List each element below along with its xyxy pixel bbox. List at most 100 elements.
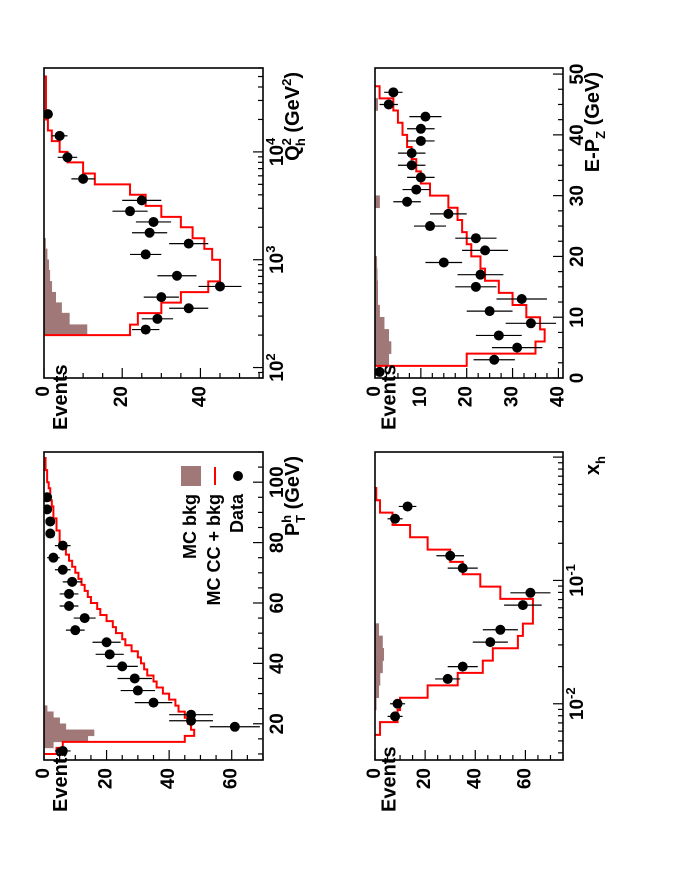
data-marker: [443, 208, 454, 219]
bkg-bar: [375, 256, 378, 269]
data-point: [462, 245, 508, 256]
data-marker: [415, 172, 426, 183]
data-point: [430, 208, 467, 219]
data-series: [44, 109, 242, 335]
x-tick-label: 10: [567, 307, 588, 328]
data-point: [397, 148, 426, 159]
bkg-bar: [375, 98, 379, 111]
x-tick-label: 40: [267, 653, 288, 674]
x-tick-label: 10-2: [563, 687, 588, 720]
data-point: [209, 721, 260, 732]
data-point: [141, 313, 174, 324]
bkg-bar: [44, 705, 48, 712]
data-point: [475, 330, 522, 341]
y-tick-label: 20: [111, 386, 132, 407]
data-marker: [45, 516, 56, 527]
panel-pt: 20 40 60 80 100 0 20 40 60 Events PhT (GeV): [33, 451, 308, 812]
data-marker: [406, 148, 417, 159]
x-tick-label: 103: [263, 246, 288, 274]
bkg-bar: [375, 623, 380, 637]
bkg-histogram: [375, 98, 392, 367]
bkg-bar: [375, 635, 383, 649]
data-point: [398, 501, 417, 512]
data-marker: [402, 196, 413, 207]
data-marker: [489, 354, 500, 365]
y-tick-label: 30: [502, 386, 523, 407]
data-marker: [144, 227, 155, 238]
bkg-bar: [44, 324, 88, 336]
legend-bkg-swatch: [181, 466, 201, 486]
data-point: [436, 550, 464, 561]
data-point: [51, 130, 68, 141]
data-marker: [67, 576, 78, 587]
legend-item-bkg: MC bkg: [180, 466, 201, 559]
bkg-bar: [375, 353, 390, 367]
plot-area: [375, 85, 557, 377]
data-point: [57, 152, 78, 163]
data-point: [455, 281, 497, 292]
legend-label: MC CC + bkg: [204, 494, 224, 606]
data-point: [472, 637, 508, 648]
data-marker: [457, 661, 468, 672]
y-tick-label: 20: [456, 386, 477, 407]
bkg-bar: [44, 291, 56, 303]
x-tick-label: 60: [267, 592, 288, 613]
data-marker: [125, 206, 136, 217]
data-point: [65, 625, 85, 636]
data-point: [169, 238, 209, 249]
legend-data-marker: [233, 471, 243, 481]
data-marker: [78, 173, 89, 184]
data-marker: [480, 245, 491, 256]
data-point: [482, 624, 518, 635]
x-tick-label: 0: [567, 373, 588, 384]
y-axis-title: Events: [378, 364, 400, 430]
x-axis: 102 103 104: [253, 67, 288, 382]
y-axis: 0 20 40 60: [33, 750, 264, 789]
data-point: [387, 711, 403, 722]
data-point: [47, 552, 60, 563]
data-marker: [117, 661, 128, 672]
plot-area: [44, 75, 242, 337]
data-point: [387, 513, 403, 524]
data-marker: [44, 504, 53, 515]
plot-frame: [43, 67, 264, 379]
data-marker: [132, 685, 143, 696]
data-point: [134, 697, 173, 708]
data-marker: [44, 109, 53, 120]
x-tick-label: 40: [567, 124, 588, 145]
data-point: [407, 172, 435, 183]
y-tick-label: 0: [364, 768, 385, 779]
data-marker: [470, 233, 481, 244]
data-marker: [493, 330, 504, 341]
data-marker: [525, 587, 536, 598]
data-marker: [517, 600, 528, 611]
bkg-bar: [44, 723, 67, 731]
data-series: [387, 501, 551, 722]
x-axis-title: xh: [582, 456, 608, 475]
data-point: [447, 563, 478, 574]
y-tick-label: 0: [33, 386, 54, 397]
data-point: [455, 233, 497, 244]
data-marker: [484, 306, 495, 317]
data-marker: [406, 160, 417, 171]
mc-step-line: [375, 85, 546, 367]
data-marker: [402, 501, 413, 512]
legend-item-mc: MC CC + bkg: [204, 467, 224, 606]
data-marker: [375, 366, 385, 377]
data-marker: [57, 564, 68, 575]
data-marker: [44, 492, 53, 503]
data-point: [447, 661, 478, 672]
x-tick-label: 80: [267, 532, 288, 553]
data-marker: [512, 342, 523, 353]
x-axis: 20 40 60 80 100: [253, 451, 288, 755]
x-tick-label: 102: [263, 353, 288, 381]
data-point: [505, 318, 557, 329]
data-marker: [70, 625, 81, 636]
y-tick-label: 0: [364, 386, 385, 397]
data-marker: [415, 135, 426, 146]
plot-area: [44, 457, 260, 756]
y-tick-label: 20: [96, 768, 117, 789]
